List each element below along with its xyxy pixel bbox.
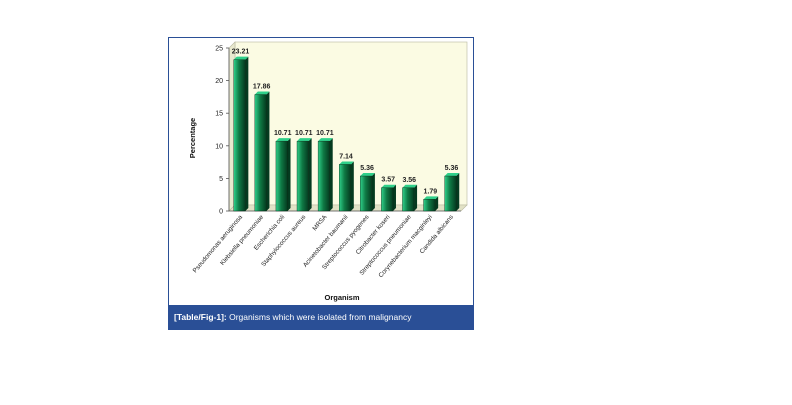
bar <box>317 140 330 212</box>
bar-top <box>360 173 375 177</box>
bar <box>254 94 267 212</box>
value-label: 5.36 <box>360 165 374 172</box>
figure-caption: [Table/Fig-1]: Organisms which were isol… <box>169 305 473 329</box>
bar-side <box>308 138 312 211</box>
value-label: 3.57 <box>381 177 395 184</box>
bar <box>360 175 373 212</box>
value-label: 5.36 <box>445 165 459 172</box>
bar-side <box>435 196 439 211</box>
bar-side <box>287 138 291 211</box>
bar <box>423 199 436 212</box>
y-tick-label: 20 <box>215 78 223 85</box>
value-label: 10.71 <box>274 130 292 137</box>
bar <box>338 164 351 212</box>
bar <box>275 140 288 212</box>
y-tick-label: 5 <box>219 176 223 183</box>
bar <box>296 140 309 212</box>
bar-top <box>297 138 312 142</box>
value-label: 17.86 <box>253 84 271 91</box>
x-axis-title: Organism <box>324 293 359 302</box>
bar <box>381 187 394 212</box>
bar-top <box>318 138 333 142</box>
value-label: 3.56 <box>402 177 416 184</box>
value-label: 1.79 <box>424 188 438 195</box>
bar-top <box>275 138 291 142</box>
bar-top <box>339 161 354 165</box>
bar-top <box>423 196 439 200</box>
value-label: 7.14 <box>339 153 353 160</box>
bar-side <box>266 91 270 211</box>
bar-side <box>350 161 354 211</box>
bar <box>402 187 415 212</box>
category-label: MRSA <box>311 213 329 232</box>
bar-side <box>456 173 460 211</box>
bar-side <box>392 184 396 211</box>
bar-top <box>381 184 396 188</box>
y-tick-label: 25 <box>215 46 223 53</box>
caption-text: Organisms which were isolated from malig… <box>226 312 412 322</box>
bar-side <box>371 173 375 211</box>
bar <box>233 59 246 212</box>
y-tick-label: 0 <box>219 209 223 216</box>
bar-top <box>254 91 270 95</box>
value-label: 10.71 <box>316 130 334 137</box>
value-label: 23.21 <box>232 49 250 56</box>
y-axis-title: Percentage <box>188 118 197 158</box>
caption-label: [Table/Fig-1]: <box>174 312 227 322</box>
bar-top <box>402 184 418 188</box>
bar-side <box>329 138 333 211</box>
bar <box>444 175 457 212</box>
figure-frame: 0 5 10 15 20 25 23.21 Pseudomonas aeruginosa 17.… <box>168 37 474 330</box>
bar-side <box>414 184 418 211</box>
y-tick-label: 15 <box>215 111 223 118</box>
bar-side <box>245 56 249 211</box>
value-label: 10.71 <box>295 130 313 137</box>
bar-top <box>233 56 249 60</box>
y-tick-label: 10 <box>215 143 223 150</box>
bar-top <box>444 173 460 177</box>
